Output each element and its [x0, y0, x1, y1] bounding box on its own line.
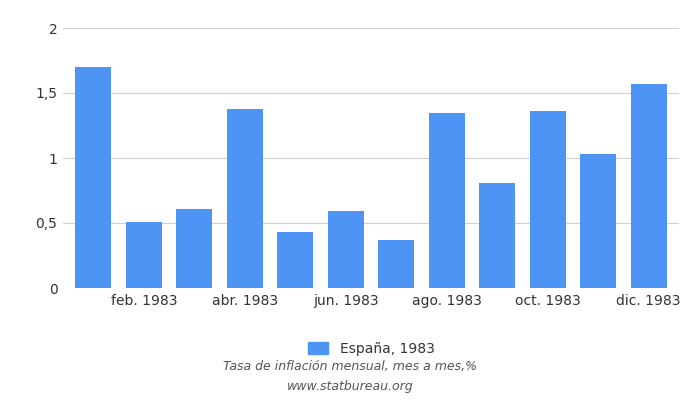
Bar [529, 111, 566, 288]
Bar [378, 240, 414, 288]
Text: Tasa de inflación mensual, mes a mes,%: Tasa de inflación mensual, mes a mes,% [223, 360, 477, 373]
Bar [125, 222, 162, 288]
Bar [176, 209, 213, 288]
Text: www.statbureau.org: www.statbureau.org [287, 380, 413, 393]
Bar [479, 183, 515, 288]
Bar [75, 67, 111, 288]
Bar [277, 232, 314, 288]
Bar [580, 154, 617, 288]
Bar [227, 109, 263, 288]
Bar [328, 211, 364, 288]
Legend: España, 1983: España, 1983 [307, 342, 435, 356]
Bar [428, 112, 465, 288]
Bar [631, 84, 667, 288]
